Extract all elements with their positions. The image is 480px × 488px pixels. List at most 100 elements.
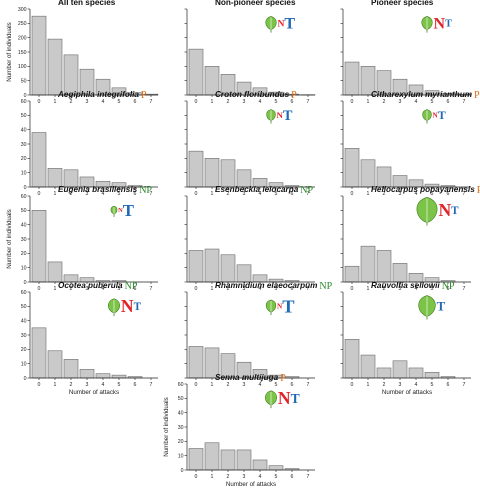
x-tick-label: 7 [150, 382, 153, 388]
x-tick-label: 5 [275, 382, 278, 388]
x-tick-label: 4 [415, 191, 418, 197]
y-tick-label: 20 [21, 156, 27, 162]
x-tick-label: 2 [70, 286, 73, 292]
x-axis-label: Number of attacks [226, 481, 276, 488]
x-tick-label: 6 [134, 286, 137, 292]
bar [344, 61, 360, 96]
bar [31, 327, 47, 379]
bar [376, 367, 392, 379]
bar [79, 369, 95, 379]
y-tick-label: 60 [21, 99, 27, 105]
bar [344, 338, 360, 379]
bar [236, 449, 252, 471]
y-tick-label: 0 [24, 280, 27, 286]
y-axis-label: Number of individuals [163, 397, 170, 457]
bar [344, 148, 360, 188]
x-tick-label: 3 [243, 191, 246, 197]
x-tick-label: 3 [86, 286, 89, 292]
x-tick-label: 3 [243, 474, 246, 480]
bar [268, 465, 284, 471]
x-tick-label: 3 [243, 286, 246, 292]
bar [95, 373, 111, 379]
x-tick-label: 6 [291, 474, 294, 480]
x-tick-label: 0 [38, 99, 41, 105]
chart-panel: 0 1 2 3 4 5 6 7 Non-pioneer species N T [184, 0, 316, 105]
x-tick-label: 3 [243, 382, 246, 388]
x-tick-label: 3 [399, 382, 402, 388]
y-tick-label: 60 [178, 382, 184, 388]
chart-title: Aegiphila integrifolia [57, 90, 139, 99]
y-tick-label: 40 [21, 318, 27, 324]
chart-panel: 0 1 2 3 4 5 6 7 Pioneer species N T [340, 0, 472, 105]
bar [220, 254, 236, 283]
x-tick-label: 7 [150, 191, 153, 197]
x-tick-label: 2 [383, 99, 386, 105]
bar [360, 245, 376, 283]
letter-t: T [291, 391, 300, 406]
x-tick-label: 0 [38, 286, 41, 292]
bar [344, 265, 360, 283]
x-tick-label: 0 [195, 99, 198, 105]
x-tick-label: 4 [259, 474, 262, 480]
x-tick-label: 0 [351, 286, 354, 292]
y-tick-label: 200 [18, 35, 27, 41]
x-tick-label: 2 [70, 382, 73, 388]
x-tick-label: 4 [259, 286, 262, 292]
x-tick-label: 5 [118, 286, 121, 292]
y-tick-label: 30 [21, 237, 27, 243]
y-tick-label: 30 [21, 333, 27, 339]
x-axis-label: Number of attacks [382, 389, 432, 396]
y-tick-label: 150 [18, 50, 27, 56]
x-tick-label: 6 [291, 286, 294, 292]
bar [188, 48, 204, 96]
x-tick-label: 2 [227, 382, 230, 388]
letter-t: T [284, 16, 295, 33]
bar [376, 166, 392, 188]
x-axis-label: Number of attacks [69, 389, 119, 396]
bar [188, 346, 204, 379]
letter-n: N [433, 16, 445, 33]
bar [188, 150, 204, 188]
y-tick-label: 20 [21, 347, 27, 353]
x-tick-label: 5 [275, 191, 278, 197]
chart-title: Non-pioneer species [215, 0, 296, 7]
x-tick-label: 1 [211, 99, 214, 105]
x-tick-label: 3 [86, 191, 89, 197]
bar [360, 354, 376, 379]
letter-t: T [123, 201, 134, 220]
letter-n: N [277, 110, 284, 120]
y-tick-label: 50 [21, 304, 27, 310]
bar [220, 449, 236, 471]
letter-t: T [134, 301, 142, 313]
y-tick-label: 250 [18, 21, 27, 27]
x-tick-label: 1 [54, 382, 57, 388]
x-tick-label: 7 [150, 286, 153, 292]
x-tick-label: 1 [367, 191, 370, 197]
x-tick-label: 6 [134, 191, 137, 197]
x-tick-label: 5 [431, 382, 434, 388]
x-tick-label: 0 [38, 191, 41, 197]
x-tick-label: 6 [447, 191, 450, 197]
bar [252, 459, 268, 471]
chart-title: Citharexylum myrianthum [371, 90, 472, 99]
bar [204, 248, 220, 283]
x-tick-label: 2 [227, 191, 230, 197]
guild-badge: P [291, 90, 297, 101]
x-tick-label: 1 [367, 286, 370, 292]
y-tick-label: 60 [21, 290, 27, 296]
y-axis-label: Number of individuals [6, 22, 13, 82]
x-tick-label: 3 [86, 382, 89, 388]
chart-title: Pioneer species [371, 0, 434, 7]
bar [63, 359, 79, 379]
bar [63, 54, 79, 96]
y-tick-label: 40 [21, 222, 27, 228]
chart-title: Esenbeckia leiocarpa [215, 185, 299, 194]
